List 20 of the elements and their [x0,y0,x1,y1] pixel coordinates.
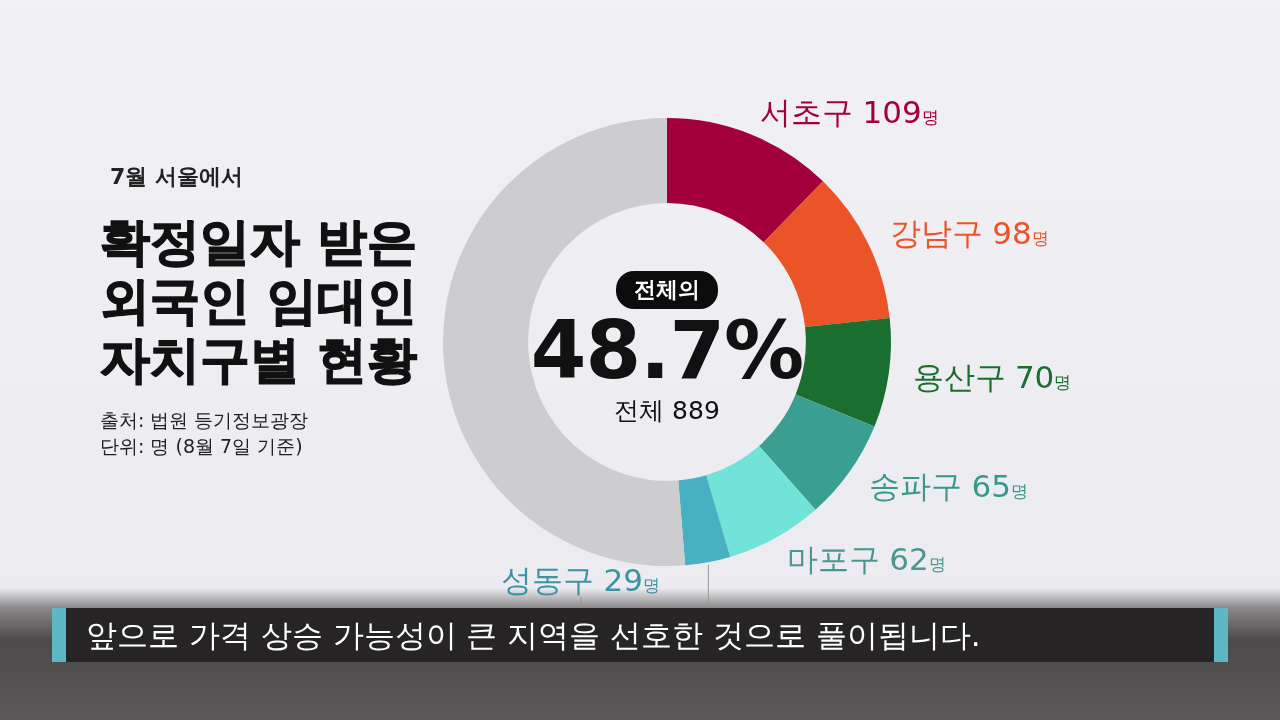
data-label: 109명 [862,94,939,131]
text: 전체 889 [614,394,720,427]
slice-label: 송파구 [869,467,963,504]
text: 단위: 명 (8월 7일 기준) [100,434,303,459]
data-label: 29명 [603,562,660,599]
data-label: 70명 [1014,358,1072,395]
slice-label: 마포구 [787,541,881,578]
data-label: 65명 [971,467,1029,504]
text: 앞으로 가격 상승 가능성이 큰 지역을 선호한 것으로 풀이됩니다. [86,617,981,653]
data-label: 98명 [992,215,1049,252]
slice-label: 강남구 [889,215,983,252]
text: 전체의 [634,277,700,302]
slice-label: 서초구 [760,94,854,131]
slice-label: 성동구 [501,562,595,599]
data-label: 62명 [889,541,946,578]
text: 7월 서울에서 [110,163,243,191]
text: 확정일자 받은 외국인 임대인 자치구별 현황 [100,213,419,390]
slice-label: 용산구 [912,358,1006,395]
text: 48.7% [530,303,804,397]
source-note: 출처: 법원 등기정보광장 [100,408,309,433]
